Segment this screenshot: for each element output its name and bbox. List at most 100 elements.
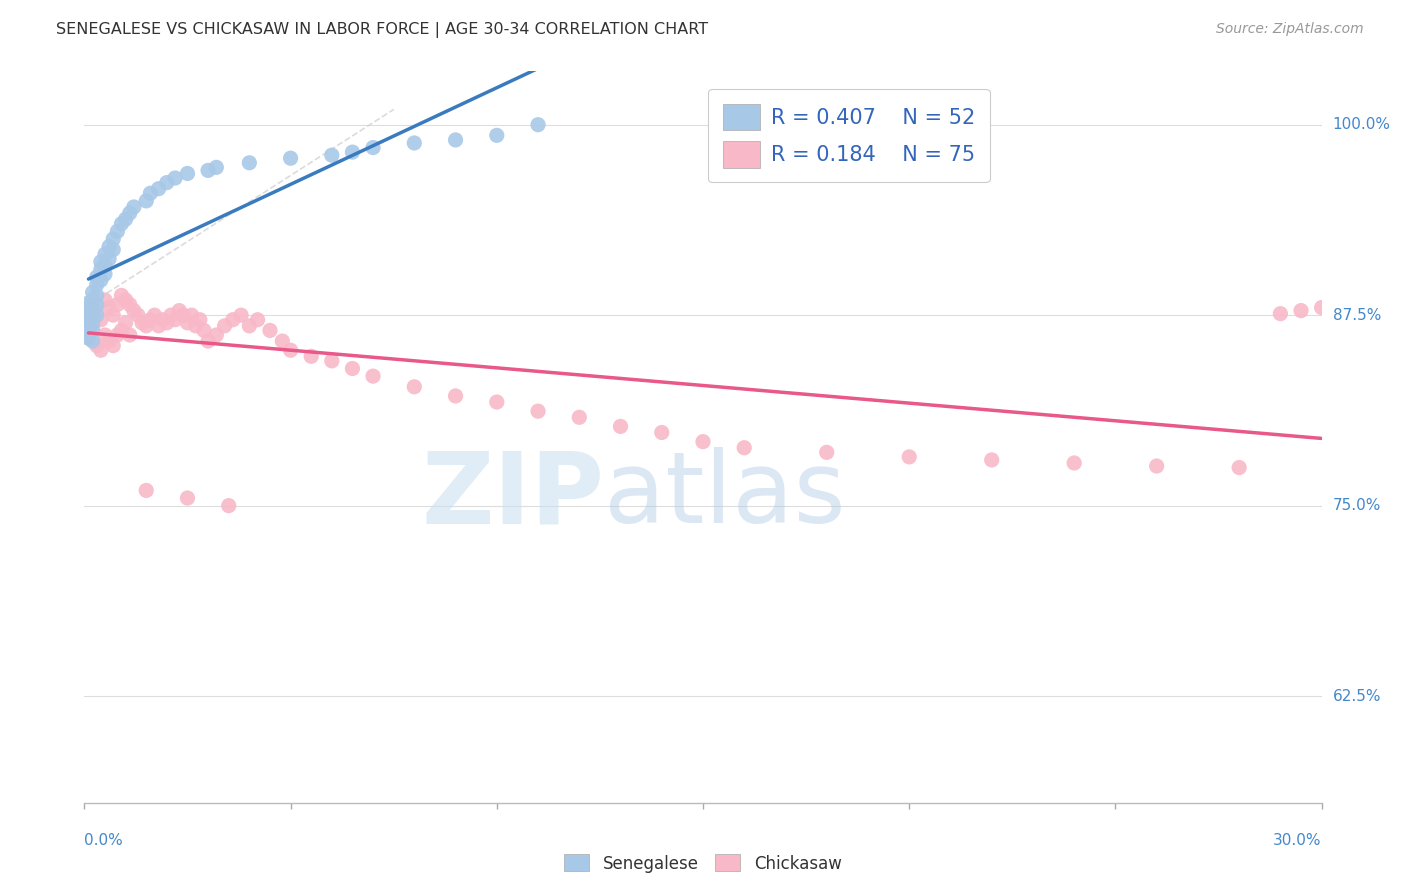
Point xyxy=(342,145,364,160)
Point xyxy=(90,312,112,326)
Point xyxy=(86,308,108,322)
Point xyxy=(176,491,198,505)
Point xyxy=(299,349,322,363)
Point xyxy=(651,425,673,440)
Text: 30.0%: 30.0% xyxy=(1274,833,1322,848)
Point xyxy=(160,308,183,322)
Point xyxy=(156,316,179,330)
Point xyxy=(1063,456,1085,470)
Point xyxy=(180,308,202,322)
Point xyxy=(105,224,128,238)
Point xyxy=(246,312,269,326)
Point xyxy=(404,380,426,394)
Point xyxy=(86,288,108,302)
Point xyxy=(94,293,117,307)
Point xyxy=(118,206,141,220)
Point xyxy=(105,328,128,343)
Point xyxy=(218,499,240,513)
Point xyxy=(193,323,215,337)
Point xyxy=(82,323,104,337)
Point xyxy=(77,331,100,345)
Text: atlas: atlas xyxy=(605,447,845,544)
Point xyxy=(127,308,149,322)
Point xyxy=(197,334,219,348)
Point xyxy=(77,320,100,334)
Point xyxy=(77,316,100,330)
Point xyxy=(86,338,108,352)
Point xyxy=(214,318,236,333)
Point xyxy=(114,316,136,330)
Point xyxy=(110,288,132,302)
Point xyxy=(271,334,294,348)
Text: ZIP: ZIP xyxy=(422,447,605,544)
Text: Source: ZipAtlas.com: Source: ZipAtlas.com xyxy=(1216,22,1364,37)
Point xyxy=(361,140,384,154)
Point xyxy=(77,296,100,310)
Point xyxy=(733,441,755,455)
Point xyxy=(114,293,136,307)
Point xyxy=(110,217,132,231)
Point xyxy=(77,326,100,341)
Point xyxy=(77,305,100,319)
Point xyxy=(527,404,550,418)
Point xyxy=(692,434,714,449)
Point xyxy=(259,323,281,337)
Point xyxy=(98,301,121,315)
Point xyxy=(77,331,100,345)
Point xyxy=(94,247,117,261)
Text: 75.0%: 75.0% xyxy=(1333,498,1381,513)
Point xyxy=(82,316,104,330)
Point xyxy=(105,297,128,311)
Text: 87.5%: 87.5% xyxy=(1333,308,1381,323)
Point xyxy=(90,273,112,287)
Point xyxy=(82,297,104,311)
Y-axis label: In Labor Force | Age 30-34: In Labor Force | Age 30-34 xyxy=(0,335,8,539)
Legend: R = 0.407    N = 52, R = 0.184    N = 75: R = 0.407 N = 52, R = 0.184 N = 75 xyxy=(709,89,990,182)
Point xyxy=(568,410,591,425)
Point xyxy=(152,312,174,326)
Point xyxy=(98,239,121,253)
Point xyxy=(77,308,100,322)
Text: 0.0%: 0.0% xyxy=(84,833,124,848)
Point xyxy=(86,270,108,285)
Point xyxy=(280,151,302,165)
Text: SENEGALESE VS CHICKASAW IN LABOR FORCE | AGE 30-34 CORRELATION CHART: SENEGALESE VS CHICKASAW IN LABOR FORCE |… xyxy=(56,22,709,38)
Point xyxy=(815,445,838,459)
Point xyxy=(122,303,145,318)
Point xyxy=(148,182,170,196)
Text: 100.0%: 100.0% xyxy=(1333,117,1391,132)
Point xyxy=(1227,460,1250,475)
Point xyxy=(110,323,132,337)
Point xyxy=(98,334,121,348)
Point xyxy=(404,136,426,150)
Point xyxy=(485,395,508,409)
Point xyxy=(1270,307,1292,321)
Point xyxy=(139,312,162,326)
Point xyxy=(82,285,104,300)
Point xyxy=(118,328,141,343)
Point xyxy=(131,316,153,330)
Point xyxy=(361,369,384,384)
Point xyxy=(321,354,343,368)
Point xyxy=(90,255,112,269)
Point xyxy=(135,318,157,333)
Point xyxy=(1310,301,1333,315)
Point xyxy=(148,318,170,333)
Point xyxy=(143,308,166,322)
Point xyxy=(103,308,125,322)
Point xyxy=(139,186,162,201)
Point xyxy=(1289,303,1312,318)
Point xyxy=(165,312,187,326)
Point xyxy=(444,389,467,403)
Point xyxy=(77,301,100,315)
Point xyxy=(94,267,117,281)
Point xyxy=(165,171,187,186)
Point xyxy=(118,297,141,311)
Point xyxy=(980,453,1002,467)
Point xyxy=(86,303,108,318)
Point xyxy=(103,232,125,246)
Point xyxy=(527,118,550,132)
Point xyxy=(82,301,104,315)
Point xyxy=(321,148,343,162)
Point xyxy=(135,483,157,498)
